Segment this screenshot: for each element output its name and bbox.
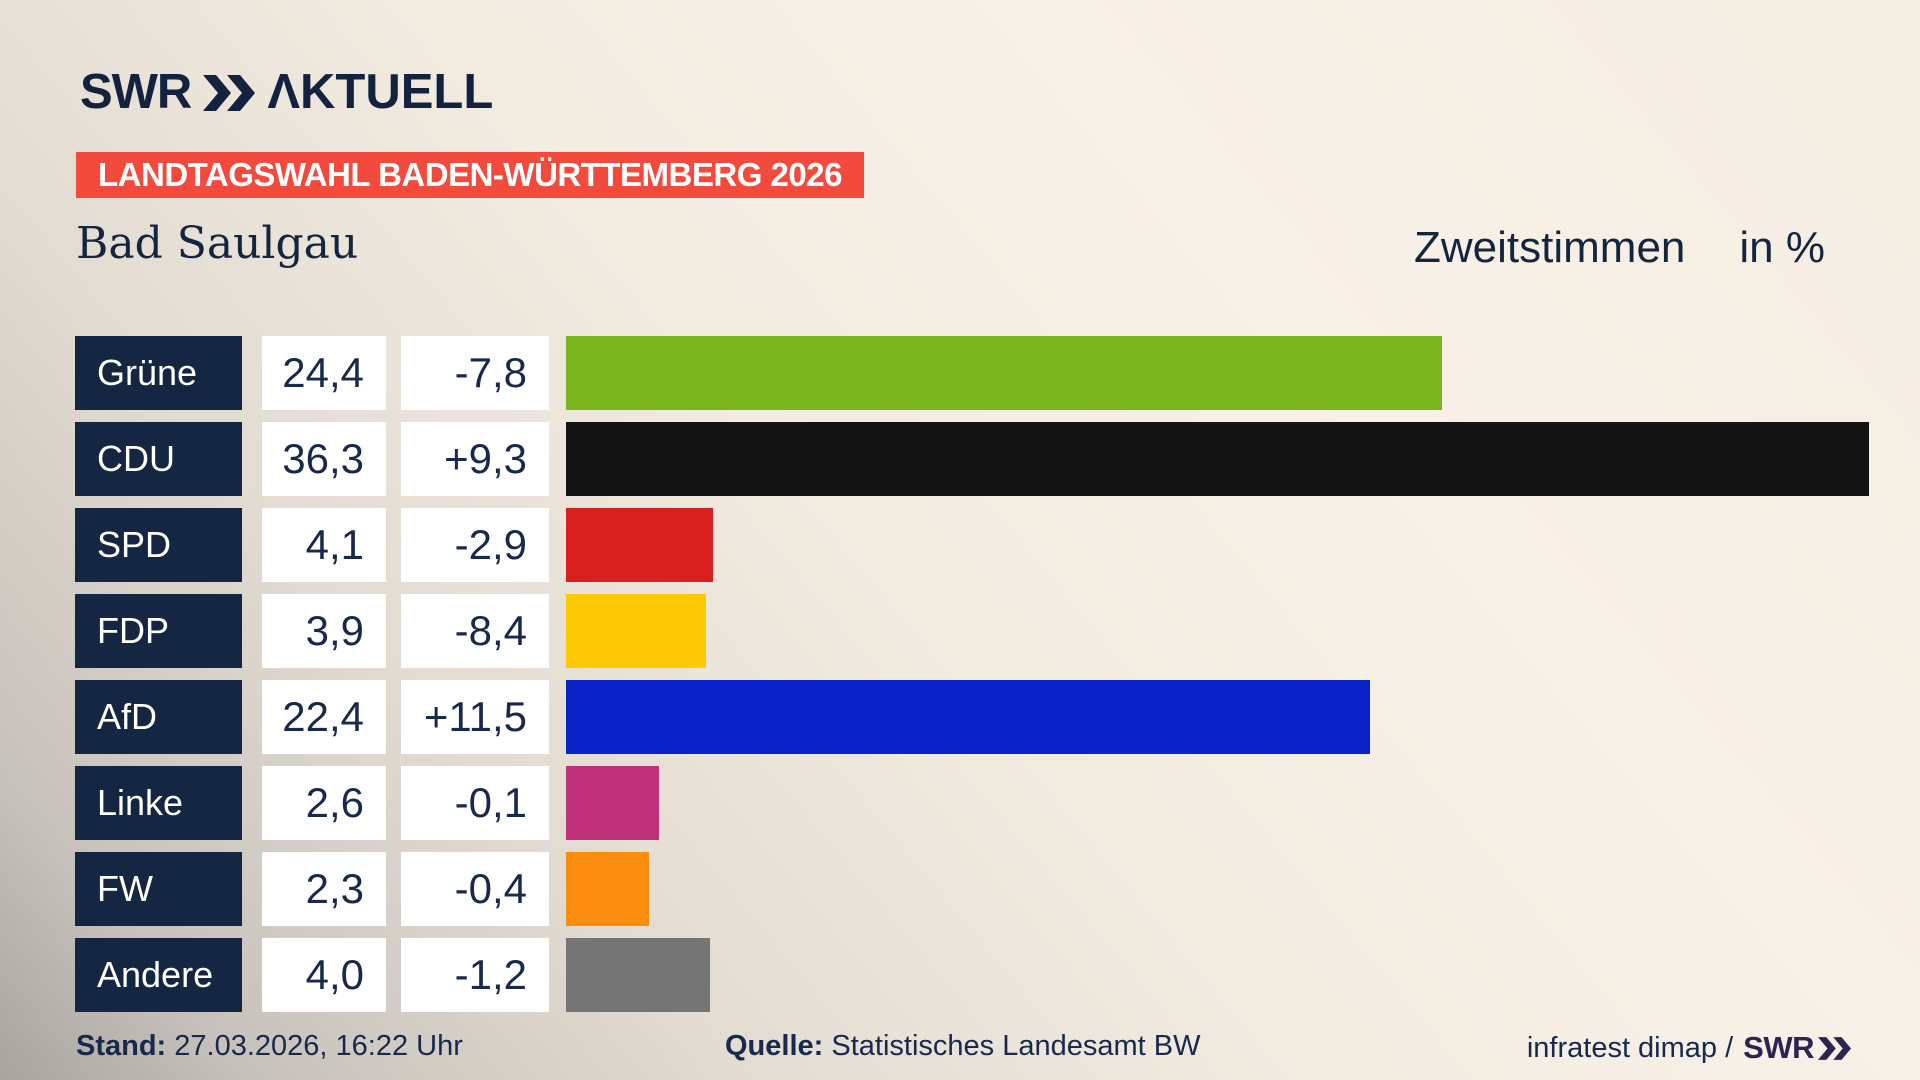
value-cell: 24,4 <box>262 336 386 410</box>
party-label: FW <box>97 868 153 909</box>
source-attribution: Quelle: Statistisches Landesamt BW <box>725 1030 1200 1063</box>
change-cell: -2,9 <box>401 508 549 582</box>
change-cell: -7,8 <box>401 336 549 410</box>
change-label: -8,4 <box>454 607 527 654</box>
value-label: 36,3 <box>282 435 364 482</box>
double-chevron-right-icon <box>203 74 256 111</box>
change-label: -2,9 <box>454 521 527 568</box>
value-label: 2,6 <box>305 779 364 826</box>
party-label: AfD <box>97 696 158 737</box>
value-cell: 4,0 <box>262 938 386 1012</box>
party-label: CDU <box>97 438 175 479</box>
change-label: -7,8 <box>454 349 527 396</box>
value-label: 24,4 <box>282 349 364 396</box>
party-label: SPD <box>97 524 172 565</box>
credit-attribution: infratest dimap / SWR <box>1527 1030 1851 1066</box>
table-row: CDU 36,3 +9,3 <box>75 422 1869 496</box>
value-cell: 36,3 <box>262 422 386 496</box>
election-banner: LANDTAGSWAHL BADEN-WÜRTTEMBERG 2026 <box>76 152 864 198</box>
change-label: +9,3 <box>444 435 527 482</box>
party-label-cell: Andere <box>75 938 242 1012</box>
party-label-cell: Linke <box>75 766 242 840</box>
party-label: Linke <box>97 782 184 823</box>
value-label: 3,9 <box>305 607 364 654</box>
region-title: Bad Saulgau <box>76 218 359 269</box>
measure-title-label: Zweitstimmen <box>1414 223 1686 272</box>
table-row: AfD 22,4 +11,5 <box>75 680 1869 754</box>
change-label: +11,5 <box>423 693 527 740</box>
measure-title: Zweitstimmen in % <box>1414 223 1825 272</box>
value-bar <box>566 508 713 582</box>
value-bar <box>566 852 649 926</box>
swr-aktuell-logo: SWR ΛKTUELL <box>80 68 493 117</box>
change-cell: -0,1 <box>401 766 549 840</box>
change-label: -0,4 <box>454 865 527 912</box>
swr-credit-logo: SWR <box>1743 1030 1851 1066</box>
value-label: 22,4 <box>282 693 364 740</box>
value-bar <box>566 336 1442 410</box>
party-label: Andere <box>97 954 214 995</box>
election-banner-label: LANDTAGSWAHL BADEN-WÜRTTEMBERG 2026 <box>98 156 842 193</box>
party-label: Grüne <box>97 352 198 393</box>
party-label-cell: CDU <box>75 422 242 496</box>
party-label-cell: FDP <box>75 594 242 668</box>
value-bar <box>566 422 1869 496</box>
stand-value: 27.03.2026, 16:22 Uhr <box>174 1030 463 1062</box>
double-chevron-right-icon <box>1818 1036 1851 1060</box>
value-cell: 3,9 <box>262 594 386 668</box>
change-label: -1,2 <box>454 951 527 998</box>
value-cell: 2,6 <box>262 766 386 840</box>
stand-label: Stand: <box>76 1030 167 1062</box>
credit-text: infratest dimap / <box>1526 1031 1734 1064</box>
change-cell: -0,4 <box>401 852 549 926</box>
value-bar <box>566 766 659 840</box>
value-label: 4,0 <box>305 951 364 998</box>
swr-logo-text: SWR <box>80 65 192 119</box>
change-cell: -8,4 <box>401 594 549 668</box>
table-row: Grüne 24,4 -7,8 <box>75 336 1869 410</box>
table-row: SPD 4,1 -2,9 <box>75 508 1869 582</box>
party-label-cell: AfD <box>75 680 242 754</box>
results-table: Grüne 24,4 -7,8 CDU 36,3 +9,3 SPD <box>75 336 1869 1012</box>
table-row: FDP 3,9 -8,4 <box>75 594 1869 668</box>
value-label: 2,3 <box>305 865 364 912</box>
party-label-cell: SPD <box>75 508 242 582</box>
table-row: Andere 4,0 -1,2 <box>75 938 1869 1012</box>
value-cell: 22,4 <box>262 680 386 754</box>
value-bar <box>566 680 1370 754</box>
aktuell-logo-text: ΛKTUELL <box>267 65 494 119</box>
value-bar <box>566 938 710 1012</box>
source-label: Quelle: <box>725 1030 824 1062</box>
source-value: Statistisches Landesamt BW <box>831 1030 1201 1062</box>
change-label: -0,1 <box>454 779 527 826</box>
table-row: FW 2,3 -0,4 <box>75 852 1869 926</box>
change-cell: +11,5 <box>401 680 549 754</box>
change-cell: -1,2 <box>401 938 549 1012</box>
value-cell: 4,1 <box>262 508 386 582</box>
value-bar <box>566 594 706 668</box>
measure-unit-label: in % <box>1739 223 1825 272</box>
stand-timestamp: Stand: 27.03.2026, 16:22 Uhr <box>76 1030 463 1063</box>
change-cell: +9,3 <box>401 422 549 496</box>
swr-credit-text: SWR <box>1743 1030 1814 1065</box>
party-label-cell: FW <box>75 852 242 926</box>
table-row: Linke 2,6 -0,1 <box>75 766 1869 840</box>
party-label: FDP <box>97 610 169 651</box>
party-label-cell: Grüne <box>75 336 242 410</box>
value-label: 4,1 <box>305 521 364 568</box>
value-cell: 2,3 <box>262 852 386 926</box>
